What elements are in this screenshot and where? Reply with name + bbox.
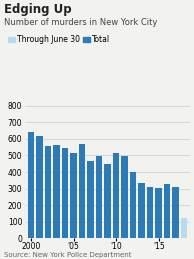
Bar	[130, 172, 136, 238]
Bar	[172, 187, 179, 238]
Bar	[36, 136, 43, 238]
Bar	[54, 145, 60, 238]
Bar	[139, 183, 145, 238]
Text: Number of murders in New York City: Number of murders in New York City	[4, 18, 157, 27]
Bar	[113, 153, 119, 238]
Bar	[45, 146, 51, 238]
Bar	[62, 148, 68, 238]
Bar	[155, 188, 162, 238]
Bar	[96, 156, 102, 238]
Bar	[79, 143, 85, 238]
Text: Edging Up: Edging Up	[4, 3, 72, 16]
Bar	[121, 156, 128, 238]
Text: Source: New York Police Department: Source: New York Police Department	[4, 252, 131, 258]
Bar	[147, 187, 153, 238]
Bar	[28, 132, 34, 238]
Bar	[70, 153, 77, 238]
Legend: Through June 30, Total: Through June 30, Total	[8, 35, 110, 44]
Bar	[181, 218, 187, 238]
Bar	[87, 161, 94, 238]
Bar	[164, 184, 170, 238]
Bar	[105, 164, 111, 238]
